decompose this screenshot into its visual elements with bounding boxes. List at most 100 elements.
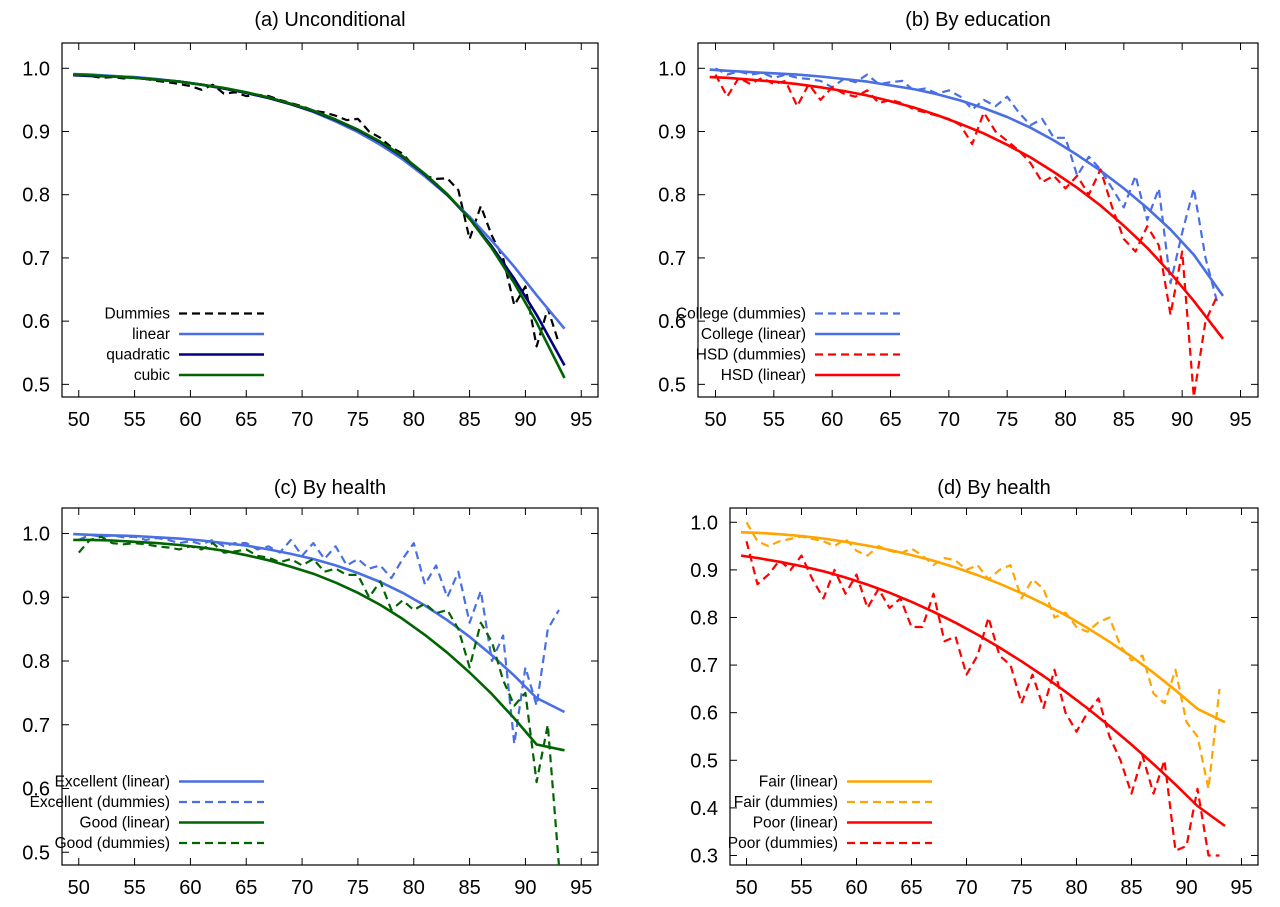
series-line-0 bbox=[73, 532, 566, 714]
legend-label: Good (dummies) bbox=[55, 835, 170, 852]
x-tick-label: 50 bbox=[735, 877, 757, 899]
x-tick-label: 90 bbox=[1171, 409, 1193, 431]
y-tick-label: 0.6 bbox=[22, 779, 50, 801]
chart-panel-0: (a) Unconditional 50 55 60 65 70 75 80 85 90 95 0.5… bbox=[22, 9, 599, 431]
legend-label: College (linear) bbox=[701, 326, 806, 343]
chart-title: (c) By health bbox=[274, 477, 386, 499]
plot-frame bbox=[729, 507, 1259, 866]
x-tick-label: 90 bbox=[1175, 877, 1197, 899]
series-group bbox=[709, 67, 1225, 397]
x-tick-label: 60 bbox=[845, 877, 867, 899]
x-tick-label: 90 bbox=[514, 409, 536, 431]
series-line-3 bbox=[709, 75, 1225, 340]
series-line-3 bbox=[73, 73, 566, 379]
y-tick-label: 1.0 bbox=[22, 524, 50, 546]
y-tick-label: 0.6 bbox=[658, 311, 686, 333]
x-tick-label: 90 bbox=[514, 877, 536, 899]
y-tick-label: 0.7 bbox=[690, 655, 718, 677]
y-tick-label: 0.6 bbox=[690, 703, 718, 725]
y-tick-label: 0.5 bbox=[22, 842, 50, 864]
series-line-2 bbox=[73, 538, 565, 752]
x-tick-label: 70 bbox=[291, 409, 313, 431]
x-tick-label: 50 bbox=[68, 877, 90, 899]
y-tick-label: 0.9 bbox=[22, 587, 50, 609]
chart-panel-1: (b) By education 50 55 60 65 70 75 80 85 90 95 0.5 0… bbox=[658, 9, 1259, 431]
series-line-1 bbox=[745, 521, 1221, 790]
series-line-0 bbox=[740, 531, 1226, 724]
x-tick-label: 55 bbox=[123, 409, 145, 431]
chart-title: (a) Unconditional bbox=[254, 9, 405, 31]
legend-label: HSD (dummies) bbox=[696, 347, 806, 364]
legend-label: Fair (dummies) bbox=[734, 794, 838, 811]
series-group bbox=[73, 532, 566, 865]
x-tick-label: 60 bbox=[821, 409, 843, 431]
x-tick-label: 65 bbox=[879, 409, 901, 431]
x-tick-label: 75 bbox=[1010, 877, 1032, 899]
y-tick-label: 0.9 bbox=[690, 560, 718, 582]
y-tick-label: 0.8 bbox=[690, 607, 718, 629]
y-tick-label: 0.7 bbox=[22, 248, 50, 270]
y-tick-label: 0.9 bbox=[22, 122, 50, 144]
legend-label: Dummies bbox=[105, 306, 171, 323]
y-tick-label: 0.8 bbox=[22, 651, 50, 673]
x-tick-label: 60 bbox=[179, 409, 201, 431]
x-tick-label: 95 bbox=[1229, 409, 1251, 431]
y-tick-label: 0.8 bbox=[22, 185, 50, 207]
series-line-2 bbox=[714, 74, 1219, 397]
x-tick-label: 75 bbox=[347, 409, 369, 431]
legend-label: Excellent (dummies) bbox=[30, 794, 170, 811]
chart-title: (b) By education bbox=[905, 9, 1051, 31]
x-tick-label: 70 bbox=[955, 877, 977, 899]
chart-panel-3: (d) By health 50 55 60 65 70 75 80 85 90 95 0.3 0.4 0… bbox=[690, 477, 1259, 899]
x-tick-label: 85 bbox=[458, 877, 480, 899]
x-tick-label: 95 bbox=[570, 877, 592, 899]
x-tick-label: 55 bbox=[790, 877, 812, 899]
x-tick-label: 95 bbox=[570, 409, 592, 431]
x-tick-label: 60 bbox=[179, 877, 201, 899]
y-tick-label: 0.9 bbox=[658, 122, 686, 144]
x-tick-label: 65 bbox=[235, 409, 257, 431]
legend: Dummies linear quadratic cubic bbox=[105, 306, 264, 384]
y-tick-label: 0.5 bbox=[690, 750, 718, 772]
y-tick-label: 0.7 bbox=[658, 248, 686, 270]
y-tick-label: 1.0 bbox=[658, 58, 686, 80]
plot-frame bbox=[697, 42, 1259, 398]
y-tick-label: 0.7 bbox=[22, 715, 50, 737]
legend-label: College (dummies) bbox=[676, 306, 806, 323]
plot-frame bbox=[61, 42, 599, 398]
y-tick-label: 0.3 bbox=[690, 845, 718, 867]
legend-label: linear bbox=[132, 326, 170, 343]
legend-label: Good (linear) bbox=[80, 815, 170, 832]
x-tick-label: 75 bbox=[347, 877, 369, 899]
x-tick-label: 70 bbox=[938, 409, 960, 431]
plot-frame bbox=[61, 507, 599, 866]
y-tick-label: 1.0 bbox=[22, 58, 50, 80]
series-line-2 bbox=[740, 554, 1226, 828]
series-line-1 bbox=[709, 68, 1225, 297]
x-tick-label: 50 bbox=[68, 409, 90, 431]
x-tick-label: 65 bbox=[900, 877, 922, 899]
x-tick-label: 70 bbox=[291, 877, 313, 899]
y-tick-label: 0.5 bbox=[658, 374, 686, 396]
x-tick-label: 75 bbox=[996, 409, 1018, 431]
x-tick-label: 80 bbox=[1065, 877, 1087, 899]
legend-label: quadratic bbox=[106, 347, 170, 364]
y-tick-label: 0.8 bbox=[658, 185, 686, 207]
series-line-1 bbox=[78, 533, 560, 746]
legend: Fair (linear) Fair (dummies) Poor (linear)… bbox=[728, 774, 932, 852]
series-group bbox=[740, 521, 1226, 857]
legend-label: Poor (linear) bbox=[753, 815, 838, 832]
legend-label: cubic bbox=[134, 367, 170, 384]
x-tick-label: 55 bbox=[763, 409, 785, 431]
x-tick-label: 85 bbox=[1120, 877, 1142, 899]
x-tick-label: 65 bbox=[235, 877, 257, 899]
chart-panel-2: (c) By health 50 55 60 65 70 75 80 85 90 95 0.5 0.6 0… bbox=[22, 477, 599, 899]
y-tick-label: 0.6 bbox=[22, 311, 50, 333]
x-tick-label: 50 bbox=[704, 409, 726, 431]
legend-label: Fair (linear) bbox=[759, 774, 838, 791]
x-tick-label: 55 bbox=[123, 877, 145, 899]
x-tick-label: 95 bbox=[1230, 877, 1252, 899]
x-tick-label: 80 bbox=[403, 877, 425, 899]
